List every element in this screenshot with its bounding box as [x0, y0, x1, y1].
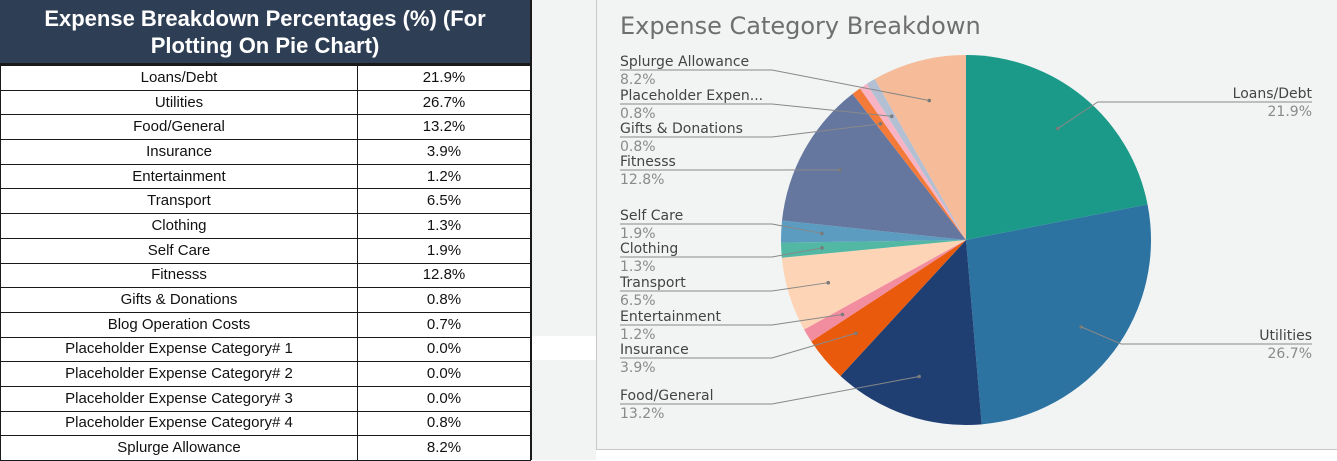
percentage-cell[interactable]: 0.0% [358, 362, 531, 387]
percentage-cell[interactable]: 8.2% [358, 436, 531, 461]
slice-value-label: 21.9% [1268, 104, 1312, 120]
percentage-cell[interactable]: 1.9% [358, 238, 531, 263]
chart-title: Expense Category Breakdown [620, 12, 981, 40]
slice-value-label: 26.7% [1268, 346, 1312, 362]
category-cell[interactable]: Blog Operation Costs [1, 312, 358, 337]
percentage-cell[interactable]: 6.5% [358, 189, 531, 214]
percentage-cell[interactable]: 3.9% [358, 140, 531, 165]
slice-label: Utilities [1259, 328, 1312, 344]
slice-label: Entertainment [620, 309, 722, 325]
percentage-cell[interactable]: 0.0% [358, 337, 531, 362]
percentage-cell[interactable]: 12.8% [358, 263, 531, 288]
category-cell[interactable]: Entertainment [1, 164, 358, 189]
slice-label: Food/General [620, 388, 713, 404]
slice-value-label: 12.8% [620, 172, 664, 188]
category-cell[interactable]: Gifts & Donations [1, 288, 358, 313]
percentage-cell[interactable]: 0.8% [358, 288, 531, 313]
slice-value-label: 1.2% [620, 327, 656, 343]
slice-value-label: 1.3% [620, 259, 656, 275]
slice-value-label: 0.8% [620, 106, 656, 122]
pie-slice[interactable] [966, 204, 1151, 424]
percentage-cell[interactable]: 0.7% [358, 312, 531, 337]
category-cell[interactable]: Placeholder Expense Category# 4 [1, 411, 358, 436]
slice-value-label: 6.5% [620, 293, 656, 309]
slice-label: Gifts & Donations [620, 121, 743, 137]
percentage-cell[interactable]: 26.7% [358, 90, 531, 115]
slice-value-label: 0.8% [620, 139, 656, 155]
category-cell[interactable]: Fitnesss [1, 263, 358, 288]
category-cell[interactable]: Placeholder Expense Category# 3 [1, 386, 358, 411]
percentage-cell[interactable]: 21.9% [358, 66, 531, 91]
category-cell[interactable]: Placeholder Expense Category# 2 [1, 362, 358, 387]
percentage-cell[interactable]: 13.2% [358, 115, 531, 140]
slice-label: Splurge Allowance [620, 54, 749, 70]
slice-label: Placeholder Expen... [620, 88, 763, 104]
slice-label: Loans/Debt [1233, 86, 1313, 102]
category-cell[interactable]: Loans/Debt [1, 66, 358, 91]
slice-label: Self Care [620, 208, 683, 224]
percentage-cell[interactable]: 1.3% [358, 214, 531, 239]
percentage-cell[interactable]: 0.8% [358, 411, 531, 436]
slice-value-label: 13.2% [620, 406, 664, 422]
category-cell[interactable]: Food/General [1, 115, 358, 140]
slice-label: Fitnesss [620, 154, 676, 170]
chart-panel: Expense Category Breakdown Loans/Debt 21.… [596, 0, 1337, 450]
expense-table-panel: Expense Breakdown Percentages (%) (For P… [0, 0, 532, 460]
slice-label: Clothing [620, 241, 678, 257]
category-cell[interactable]: Self Care [1, 238, 358, 263]
table-title: Expense Breakdown Percentages (%) (For P… [0, 0, 530, 65]
category-cell[interactable]: Splurge Allowance [1, 436, 358, 461]
category-cell[interactable]: Utilities [1, 90, 358, 115]
gutter-cell [532, 336, 596, 360]
gutter [532, 0, 596, 460]
category-cell[interactable]: Transport [1, 189, 358, 214]
slice-value-label: 3.9% [620, 360, 656, 376]
slice-label: Transport [619, 275, 686, 291]
slice-value-label: 8.2% [620, 72, 656, 88]
percentage-cell[interactable]: 1.2% [358, 164, 531, 189]
category-cell[interactable]: Insurance [1, 140, 358, 165]
pie-chart: Expense Category Breakdown Loans/Debt 21.… [597, 0, 1337, 450]
slice-label: Insurance [620, 342, 689, 358]
category-cell[interactable]: Placeholder Expense Category# 1 [1, 337, 358, 362]
percentage-cell[interactable]: 0.0% [358, 386, 531, 411]
slice-value-label: 1.9% [620, 226, 656, 242]
category-cell[interactable]: Clothing [1, 214, 358, 239]
